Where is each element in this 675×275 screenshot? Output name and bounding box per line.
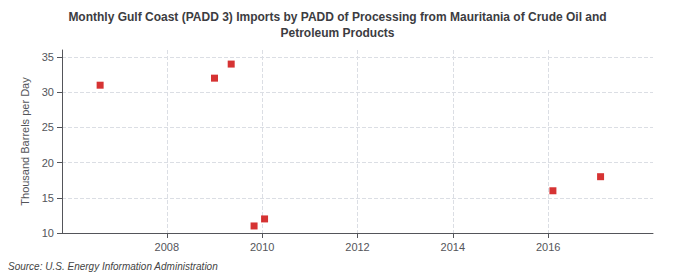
svg-text:20: 20: [42, 157, 54, 169]
svg-text:15: 15: [42, 192, 54, 204]
svg-text:2010: 2010: [250, 241, 274, 253]
svg-text:2012: 2012: [345, 241, 369, 253]
svg-text:35: 35: [42, 51, 54, 63]
svg-text:25: 25: [42, 121, 54, 133]
svg-text:Petroleum Products: Petroleum Products: [280, 26, 394, 40]
svg-text:2008: 2008: [155, 241, 179, 253]
svg-text:2014: 2014: [441, 241, 465, 253]
svg-text:10: 10: [42, 227, 54, 239]
svg-text:Source: U.S. Energy Informatio: Source: U.S. Energy Information Administ…: [8, 261, 218, 272]
svg-text:Thousand Barrels per Day: Thousand Barrels per Day: [19, 77, 31, 206]
svg-text:Monthly Gulf Coast (PADD 3) Im: Monthly Gulf Coast (PADD 3) Imports by P…: [68, 10, 606, 24]
svg-text:2016: 2016: [536, 241, 560, 253]
svg-text:30: 30: [42, 86, 54, 98]
